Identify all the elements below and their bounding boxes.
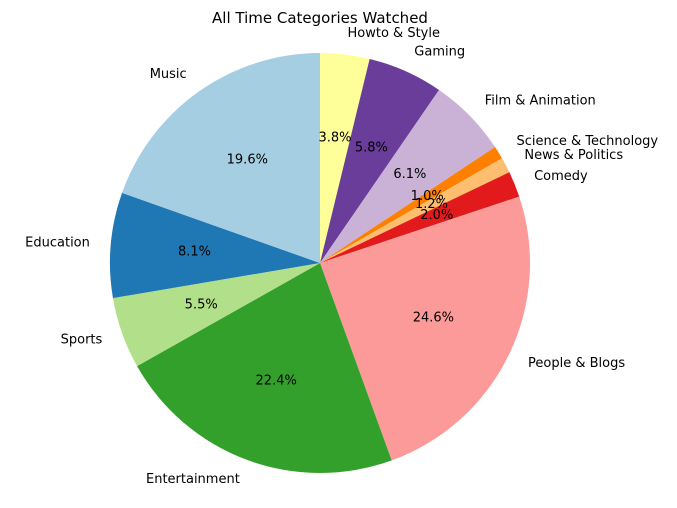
slice-music — [122, 53, 320, 263]
slice-percent-howto-and-style: 3.8% — [318, 130, 351, 145]
slice-label-howto-and-style: Howto & Style — [348, 26, 440, 41]
slice-label-film-and-animation: Film & Animation — [485, 94, 596, 109]
slice-percent-education: 8.1% — [178, 245, 211, 260]
slice-percent-labels: 3.8% 5.8% 6.1% 1.0%1.2%2.0% 24.6% 22.4% 5.5% 8.… — [178, 130, 454, 388]
slice-gaming — [320, 58, 440, 264]
slice-percent-film-and-animation: 6.1% — [393, 167, 426, 182]
slice-howto-and-style — [320, 53, 370, 263]
slice-label-science-and-technology: Science & Technology — [517, 134, 659, 149]
slice-comedy — [320, 172, 520, 263]
slice-news-and-politics — [320, 158, 510, 263]
slice-label-music: Music — [150, 67, 187, 82]
slice-percent-entertainment: 22.4% — [256, 374, 297, 389]
slice-label-gaming: Gaming — [414, 45, 465, 60]
slice-label-news-and-politics: News & Politics — [524, 148, 623, 163]
slice-labels: Howto & Style Gaming Film & Animation Scien… — [25, 26, 658, 487]
slice-education — [109, 192, 321, 299]
slice-sports — [112, 263, 320, 367]
slice-people-and-blogs — [320, 196, 531, 461]
slice-percent-science-and-technology: 1.0% — [411, 189, 444, 204]
slice-percent-music: 19.6% — [227, 153, 268, 168]
slice-film-and-animation — [320, 89, 496, 264]
slice-label-entertainment: Entertainment — [146, 472, 240, 487]
slice-label-people-and-blogs: People & Blogs — [528, 356, 625, 371]
slice-label-comedy: Comedy — [534, 169, 588, 184]
slice-percent-news-and-politics: 1.2% — [415, 197, 448, 212]
slice-label-education: Education — [25, 236, 90, 251]
slice-percent-comedy: 2.0% — [420, 208, 453, 223]
pie-slices — [109, 53, 531, 474]
chart-title: All Time Categories Watched — [212, 9, 428, 27]
slice-entertainment — [137, 263, 392, 474]
slice-percent-gaming: 5.8% — [355, 141, 388, 156]
slice-science-and-technology — [320, 146, 502, 263]
slice-percent-people-and-blogs: 24.6% — [413, 310, 454, 325]
slice-label-sports: Sports — [61, 333, 103, 348]
slice-percent-sports: 5.5% — [185, 298, 218, 313]
